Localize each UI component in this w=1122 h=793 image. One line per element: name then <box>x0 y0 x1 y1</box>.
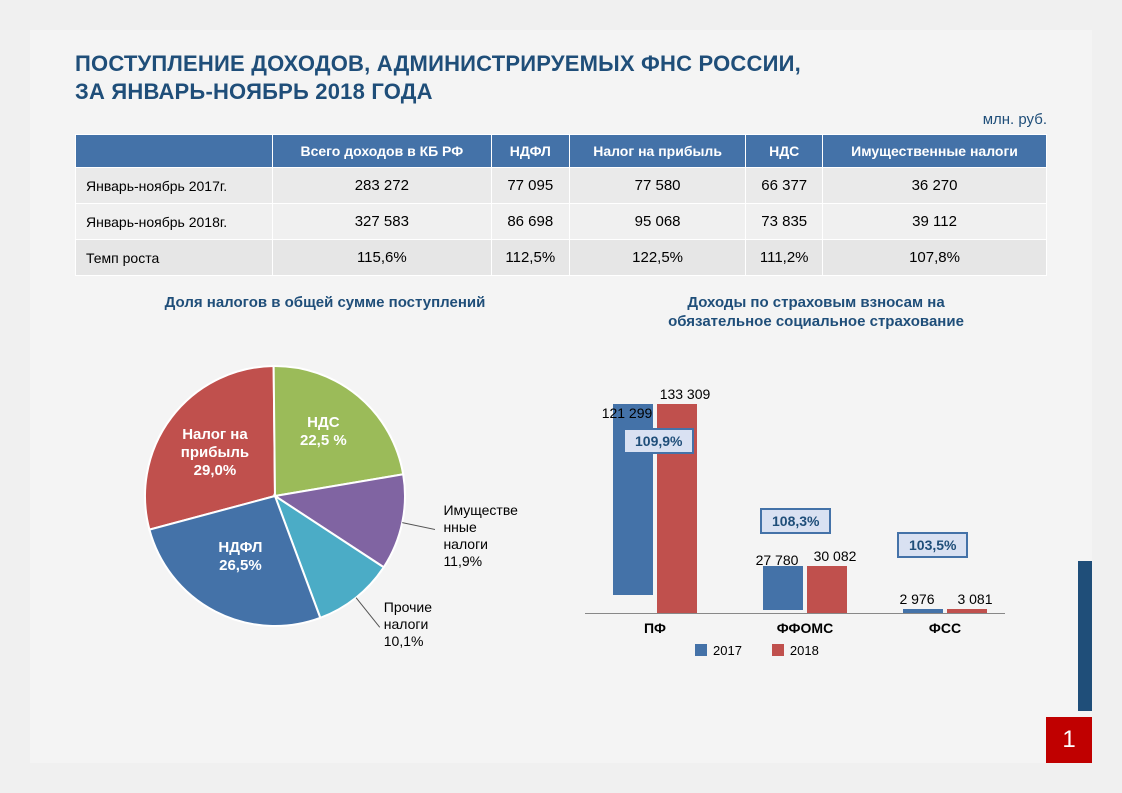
side-blue-strip <box>1078 561 1092 711</box>
bar-category-label: ФФОМС <box>745 620 865 636</box>
bar-category-label: ПФ <box>595 620 715 636</box>
title-line-2: ЗА ЯНВАРЬ-НОЯБРЬ 2018 ГОДА <box>75 79 433 104</box>
legend-item: 2018 <box>772 643 819 658</box>
table-cell: 86 698 <box>491 204 569 240</box>
bar <box>807 566 847 613</box>
table-row-label: Темп роста <box>76 240 273 276</box>
legend-label: 2018 <box>790 643 819 658</box>
pie-title: Доля налогов в общей сумме поступлений <box>75 294 575 313</box>
table-cell: 283 272 <box>272 168 491 204</box>
table-cell: 115,6% <box>272 240 491 276</box>
table-header: НДС <box>746 135 823 168</box>
table-cell: 112,5% <box>491 240 569 276</box>
bar <box>763 566 803 610</box>
growth-badge: 109,9% <box>623 428 694 454</box>
table-cell: 95 068 <box>569 204 745 240</box>
pie-callout-label: Прочиеналоги10,1% <box>384 599 494 649</box>
bar-value-label: 27 780 <box>747 552 807 568</box>
table-cell: 327 583 <box>272 204 491 240</box>
table-cell: 66 377 <box>746 168 823 204</box>
title-line-1: ПОСТУПЛЕНИЕ ДОХОДОВ, АДМИНИСТРИРУЕМЫХ ФН… <box>75 51 801 76</box>
unit-label: млн. руб. <box>75 111 1047 128</box>
table-cell: 77 580 <box>569 168 745 204</box>
bar-value-label: 30 082 <box>805 548 865 564</box>
growth-badge: 108,3% <box>760 508 831 534</box>
pie-slice-label: НДФЛ26,5% <box>195 539 285 575</box>
bar-category-label: ФСС <box>885 620 1005 636</box>
bar-value-label: 133 309 <box>655 386 715 402</box>
pie-slice-label: НДС22,5 % <box>278 414 368 450</box>
table-cell: 122,5% <box>569 240 745 276</box>
bar-value-label: 121 299 <box>597 405 657 421</box>
table-header: Налог на прибыль <box>569 135 745 168</box>
table-header: Имущественные налоги <box>823 135 1047 168</box>
table-cell: 77 095 <box>491 168 569 204</box>
bar-value-label: 3 081 <box>945 591 1005 607</box>
bar-chart-section: Доходы по страховым взносам на обязатель… <box>585 294 1047 651</box>
bar-chart: 121 299 133 309 ПФ 109,9% 27 78030 082 ФФОМС 1… <box>585 340 1025 650</box>
pie-chart: Налог наприбыль29,0% НДС22,5 % Имущественн… <box>75 321 555 651</box>
bar-legend: 2017 2018 <box>695 643 819 658</box>
legend-label: 2017 <box>713 643 742 658</box>
bar-group: 27 78030 082 <box>745 566 865 613</box>
table-cell: 39 112 <box>823 204 1047 240</box>
x-axis <box>585 613 1005 614</box>
page-number: 1 <box>1046 717 1092 763</box>
table-cell: 73 835 <box>746 204 823 240</box>
slide: ПОСТУПЛЕНИЕ ДОХОДОВ, АДМИНИСТРИРУЕМЫХ ФН… <box>30 30 1092 763</box>
table-row-label: Январь-ноябрь 2018г. <box>76 204 273 240</box>
table-cell: 36 270 <box>823 168 1047 204</box>
revenue-table: Всего доходов в КБ РФНДФЛНалог на прибыл… <box>75 134 1047 276</box>
legend-swatch <box>695 644 707 656</box>
bar-value-label: 2 976 <box>887 591 947 607</box>
table-cell: 111,2% <box>746 240 823 276</box>
slide-title: ПОСТУПЛЕНИЕ ДОХОДОВ, АДМИНИСТРИРУЕМЫХ ФН… <box>75 50 1047 105</box>
table-header <box>76 135 273 168</box>
table-header: Всего доходов в КБ РФ <box>272 135 491 168</box>
table-row-label: Январь-ноябрь 2017г. <box>76 168 273 204</box>
growth-badge: 103,5% <box>897 532 968 558</box>
pie-callout-label: Имущественныеналоги11,9% <box>443 502 553 569</box>
pie-chart-section: Доля налогов в общей сумме поступлений Н… <box>75 294 575 651</box>
pie-slice-label: Налог наприбыль29,0% <box>170 426 260 480</box>
bar-title: Доходы по страховым взносам на обязатель… <box>585 294 1047 332</box>
legend-swatch <box>772 644 784 656</box>
table-cell: 107,8% <box>823 240 1047 276</box>
table-header: НДФЛ <box>491 135 569 168</box>
legend-item: 2017 <box>695 643 742 658</box>
